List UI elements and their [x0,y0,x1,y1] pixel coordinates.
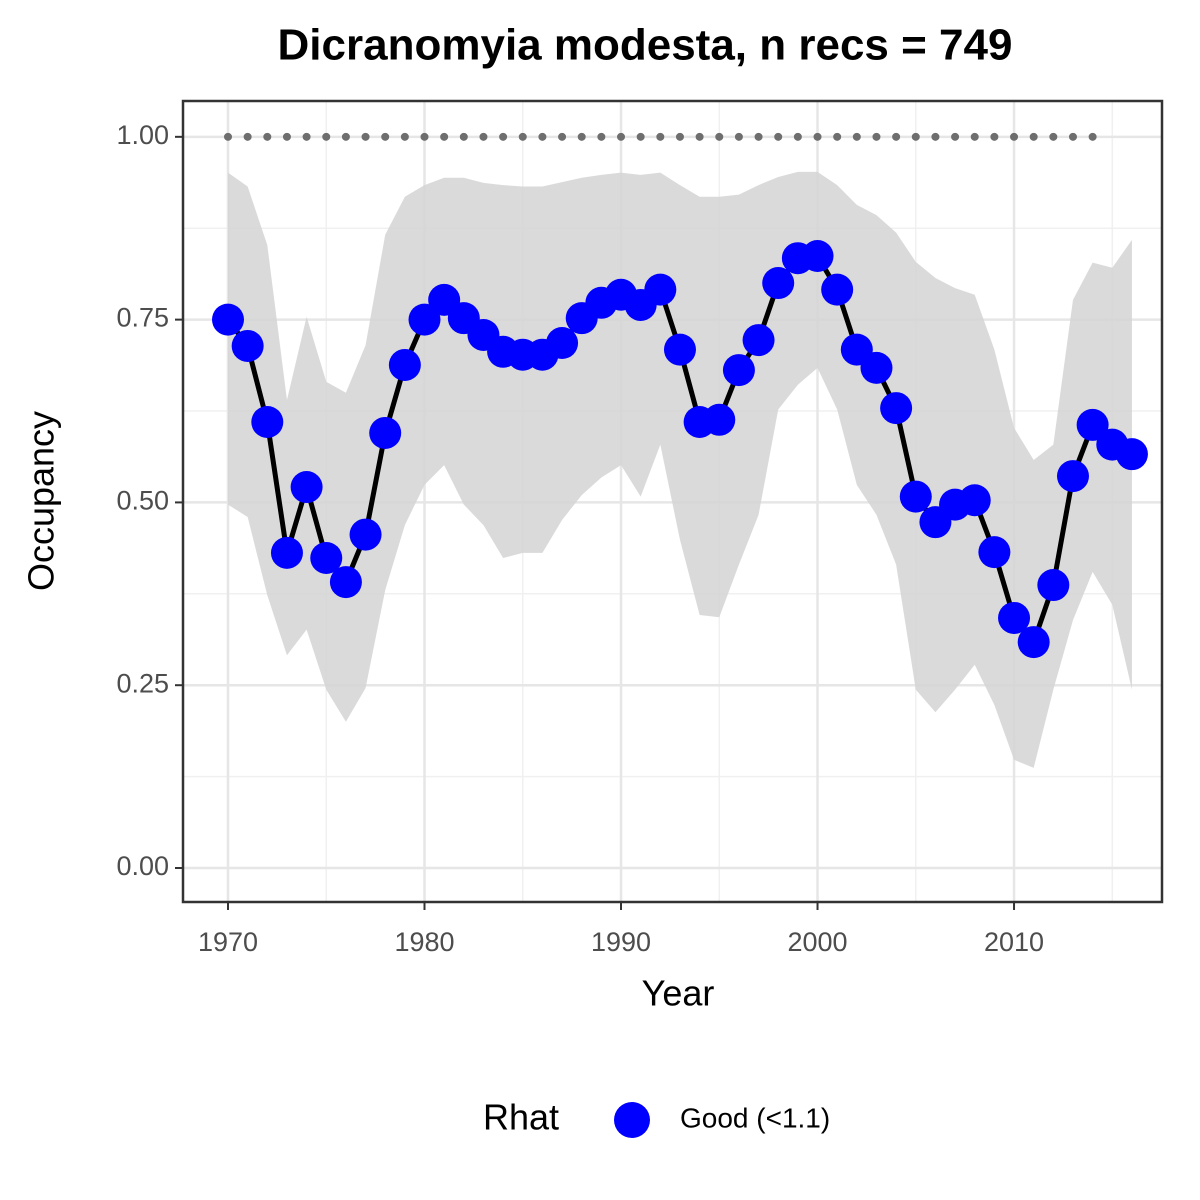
data-point [644,273,677,306]
chart-title: Dicranomyia modesta, n recs = 749 [278,21,1013,70]
y-tick-label: 0.75 [116,303,169,333]
x-tick-label: 2010 [984,927,1044,957]
legend-title: Rhat [483,1097,559,1138]
data-point [998,601,1031,634]
credible-interval [228,171,1132,768]
y-tick-label: 1.00 [116,120,169,150]
data-point [762,267,795,300]
data-point [978,536,1011,569]
x-tick-label: 1970 [198,927,258,957]
x-tick-label: 2000 [787,927,847,957]
data-point [231,329,264,362]
data-point [388,348,421,381]
data-point [329,566,362,599]
data-point [290,471,323,504]
data-point [408,303,441,336]
data-point [310,541,343,574]
data-point [663,333,696,366]
data-point [270,536,303,569]
data-point [1076,408,1109,441]
data-point [722,354,755,387]
data-point [703,403,736,436]
y-tick-label: 0.50 [116,486,169,516]
data-point [349,518,382,551]
y-axis-label: Occupancy [21,411,62,591]
data-point [1017,626,1050,659]
plot-border [181,99,1164,904]
x-tick-label: 1980 [394,927,454,957]
data-point [212,303,245,336]
data-point [1115,438,1148,471]
data-point [801,240,834,273]
data-point [821,273,854,306]
data-point [742,324,775,357]
y-tick-label: 0.25 [116,668,169,698]
legend-label: Good (<1.1) [680,1102,830,1133]
data-point [958,484,991,517]
data-point [251,405,284,438]
x-tick-label: 1990 [591,927,651,957]
legend-marker [614,1102,650,1138]
y-tick-label: 0.00 [116,851,169,881]
data-point [369,416,402,449]
x-axis-label: Year [642,973,715,1014]
data-point [880,392,913,425]
data-point [899,480,932,513]
data-point [546,327,579,360]
data-point [1037,569,1070,602]
data-point [1056,460,1089,493]
data-point [860,351,893,384]
